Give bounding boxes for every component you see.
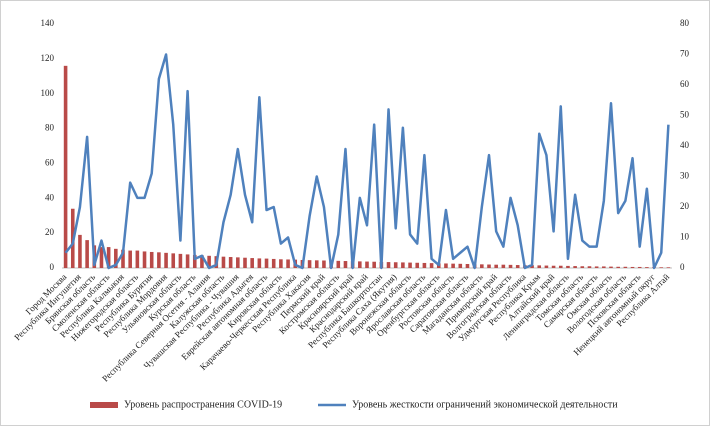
bar: [551, 265, 556, 268]
y-tick-label: 140: [41, 18, 55, 28]
bar: [236, 257, 240, 268]
bar: [135, 250, 140, 268]
bar: [63, 65, 68, 268]
bar: [85, 240, 89, 268]
bar: [128, 250, 132, 268]
bar: [164, 252, 168, 268]
bar: [444, 263, 448, 268]
bar: [487, 264, 491, 268]
bar: [279, 259, 283, 268]
bar: [609, 266, 613, 268]
y-tick-label: 100: [41, 88, 55, 98]
bar: [659, 267, 664, 268]
bar: [343, 261, 348, 268]
bar: [386, 262, 391, 268]
bar: [530, 265, 534, 268]
bar: [602, 266, 606, 268]
y-tick-label: 60: [45, 157, 55, 167]
y2-tick-label: 70: [680, 49, 690, 59]
bar: [171, 253, 176, 268]
bar: [508, 264, 513, 268]
bar: [178, 253, 183, 268]
bar: [228, 257, 233, 268]
bar: [573, 266, 577, 268]
bar: [78, 234, 82, 268]
bar: [544, 265, 549, 268]
bar: [429, 263, 434, 268]
bar: [271, 258, 276, 268]
bar: [515, 265, 520, 268]
bar: [106, 247, 111, 268]
bar: [408, 262, 412, 268]
bar: [257, 258, 262, 268]
bar: [185, 254, 190, 268]
bar: [314, 260, 319, 268]
bar: [616, 266, 620, 268]
bar: [415, 262, 420, 268]
line: [64, 53, 670, 270]
bar: [243, 257, 247, 268]
bar: [157, 252, 161, 268]
bar: [372, 261, 376, 268]
bar: [501, 264, 506, 268]
y2-tick-label: 40: [680, 140, 690, 150]
bar: [666, 267, 671, 268]
y-tick-label: 20: [45, 227, 55, 237]
y-tick-label: 40: [45, 192, 55, 202]
legend: Уровень распространения COVID-19 Уровень …: [90, 399, 618, 410]
bar: [114, 248, 118, 268]
bar: [286, 259, 290, 268]
bar: [637, 266, 642, 268]
bar: [121, 249, 125, 268]
bar: [142, 251, 147, 268]
y2-tick-label: 10: [680, 232, 690, 242]
y2-tick-label: 50: [680, 110, 690, 120]
bar: [200, 255, 204, 268]
y2-tick-label: 60: [680, 79, 690, 89]
bar: [365, 261, 369, 268]
y-tick-label: 120: [41, 53, 55, 63]
bar: [358, 261, 362, 268]
bar: [393, 262, 398, 268]
y2-tick-label: 80: [680, 18, 690, 28]
y2-tick-label: 0: [680, 262, 685, 272]
bar: [401, 262, 405, 268]
bar: [422, 262, 427, 268]
legend-swatch: [90, 402, 118, 408]
bar: [149, 251, 154, 268]
bar: [99, 247, 104, 268]
y-tick-label: 80: [45, 123, 55, 133]
bar: [221, 256, 226, 268]
bar: [630, 266, 635, 268]
bar: [480, 264, 484, 268]
legend-label: Уровень распространения COVID-19: [124, 399, 282, 410]
bar: [322, 260, 326, 268]
y2-tick-label: 30: [680, 171, 690, 181]
bar: [594, 266, 599, 268]
bar: [494, 264, 498, 268]
bar: [465, 263, 470, 268]
y2-tick-label: 20: [680, 201, 690, 211]
bar: [207, 255, 211, 268]
bar: [537, 265, 542, 268]
bar: [192, 254, 197, 268]
bar: [336, 260, 341, 268]
bar: [645, 267, 649, 268]
bar: [250, 258, 254, 268]
bar: [566, 265, 570, 268]
legend-label: Уровень жесткости ограничений экономичес…: [352, 399, 618, 410]
bar: [623, 266, 628, 268]
bar: [458, 263, 463, 268]
bar: [558, 265, 563, 268]
bar: [264, 258, 269, 268]
bar: [451, 263, 455, 268]
bar: [587, 266, 592, 268]
bar: [580, 266, 585, 268]
bar: [307, 260, 312, 268]
y-tick-label: 0: [50, 262, 55, 272]
